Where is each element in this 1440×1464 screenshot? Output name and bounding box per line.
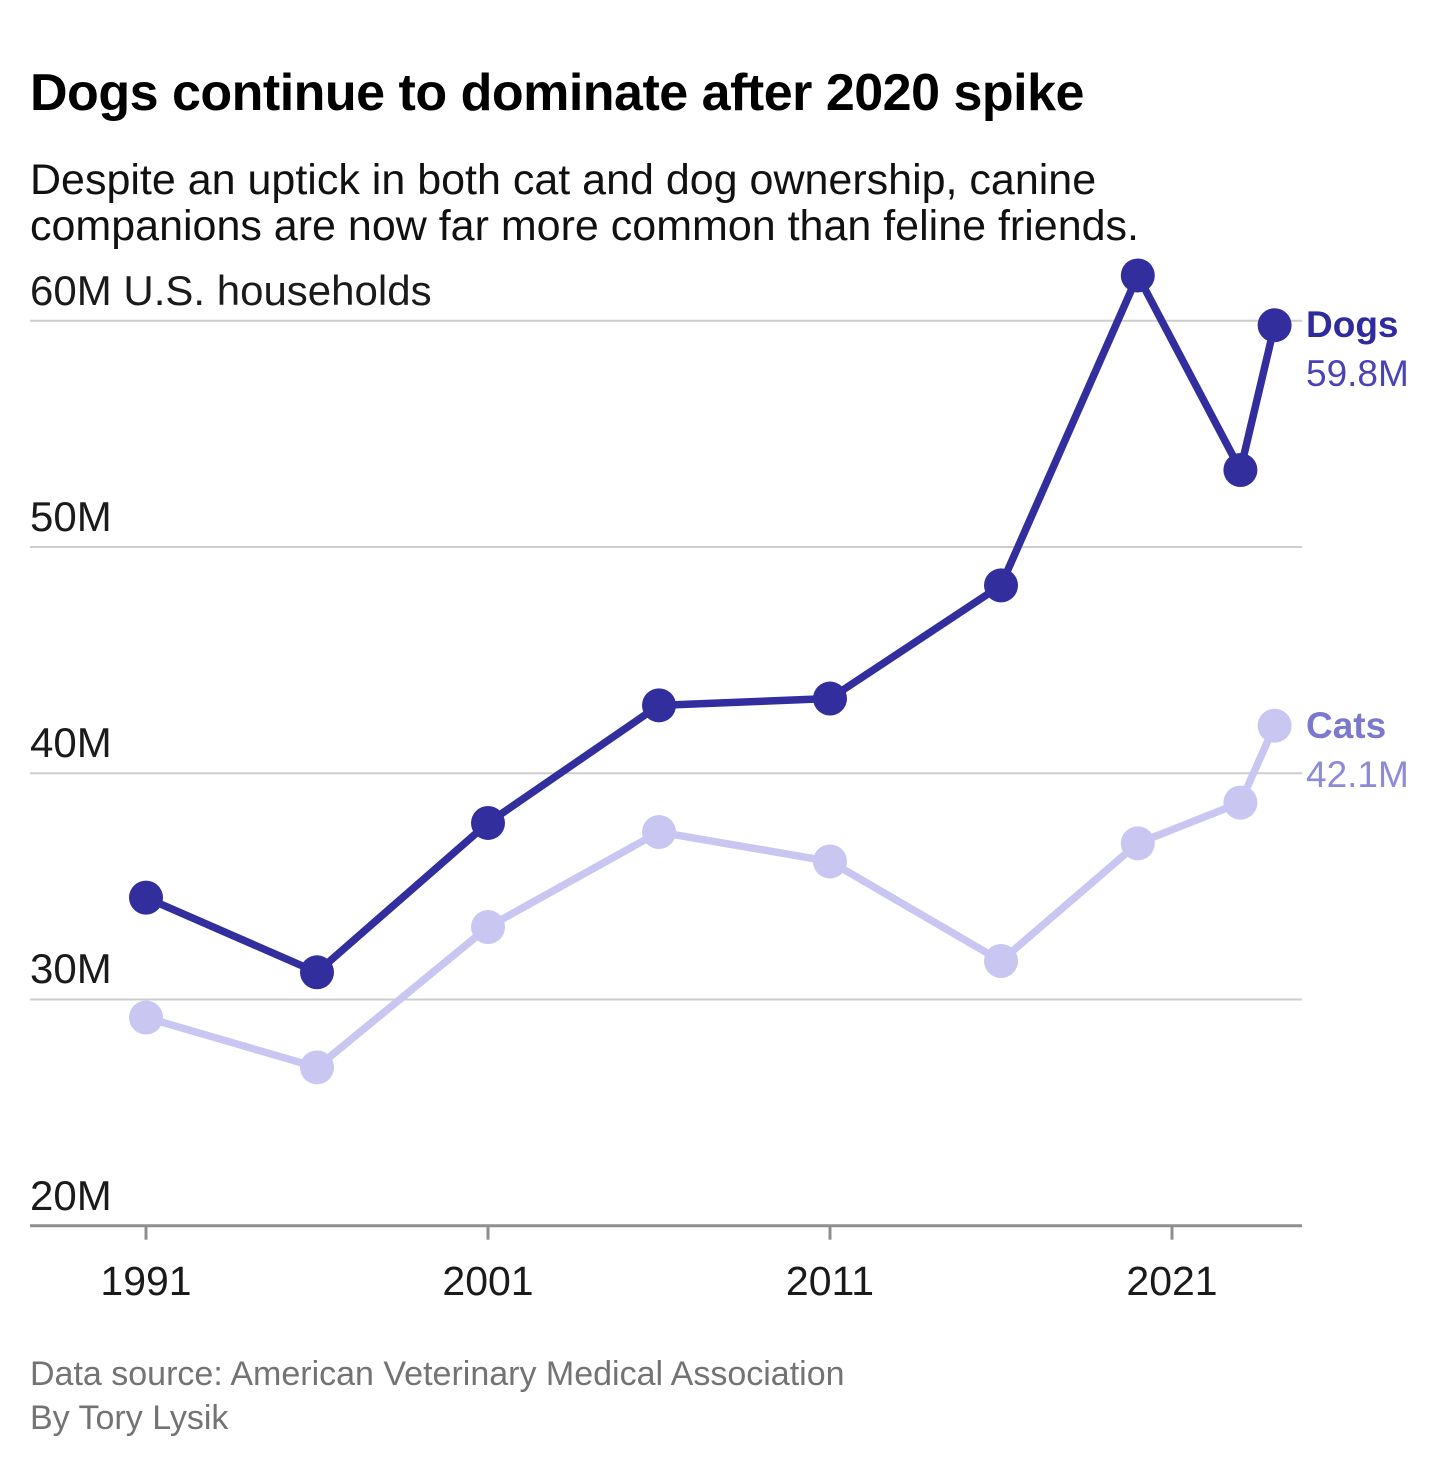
dogs-series-label-name: Dogs (1306, 304, 1399, 345)
dogs-point (642, 688, 676, 723)
dogs-point (1257, 308, 1292, 343)
y-tick-label-50m: 50M (30, 493, 112, 540)
cats-point (1257, 708, 1292, 743)
x-tick-label-2011: 2011 (785, 1258, 875, 1304)
chart-title: Dogs continue to dominate after 2020 spi… (30, 63, 1084, 122)
dogs-point (984, 568, 1018, 603)
cats-point (642, 815, 676, 850)
cats-line (144, 724, 1279, 1072)
dogs-series-label: Dogs 59.8M (1306, 300, 1440, 398)
x-tick-label-2021: 2021 (1126, 1258, 1218, 1304)
byline: By Tory Lysik (30, 1399, 229, 1437)
y-tick-label-20m: 20M (30, 1172, 112, 1219)
y-tick-label-60m: 60M U.S. households (30, 267, 432, 314)
cats-point (813, 844, 847, 879)
dogs-point (300, 955, 334, 990)
data-source-note: Data source: American Veterinary Medical… (30, 1355, 845, 1393)
x-tick-label-1991: 1991 (100, 1258, 192, 1304)
cats-series-label: Cats 42.1M (1306, 701, 1440, 799)
x-tick-label-2001: 2001 (442, 1258, 534, 1304)
dogs-point (1223, 453, 1258, 488)
dogs-point (129, 880, 163, 915)
dogs-point (1120, 258, 1155, 293)
y-tick-label-30m: 30M (30, 945, 112, 992)
y-tick-label-40m: 40M (30, 719, 112, 766)
cats-point (471, 910, 505, 945)
cats-point (1120, 826, 1155, 861)
cats-point (984, 943, 1018, 978)
cats-point (129, 1000, 163, 1035)
cats-point (1223, 785, 1258, 820)
dogs-point (813, 681, 847, 716)
dogs-series-label-value: 59.8M (1306, 353, 1409, 394)
chart-subtitle: Despite an uptick in both cat and dog ow… (30, 156, 1139, 250)
cats-point (300, 1050, 334, 1085)
cats-series-label-name: Cats (1306, 705, 1387, 746)
dogs-point (471, 805, 505, 840)
cats-series-label-value: 42.1M (1306, 754, 1409, 795)
chart-footer: Data source: American Veterinary Medical… (30, 1352, 1330, 1440)
